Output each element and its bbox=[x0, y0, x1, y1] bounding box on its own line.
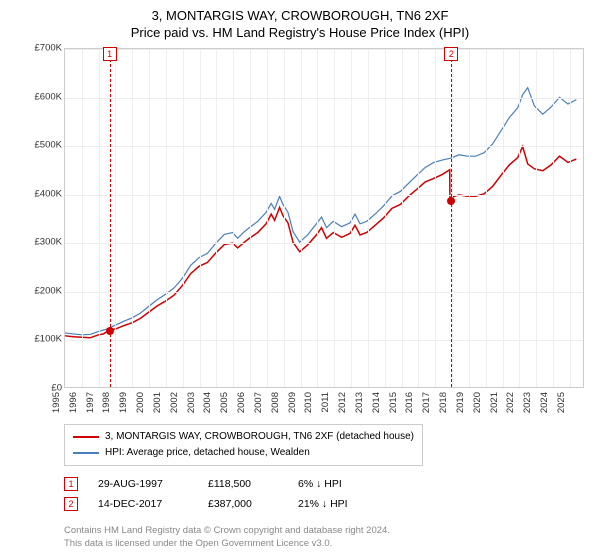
sale-pct: 6% ↓ HPI bbox=[298, 474, 398, 494]
series-property bbox=[65, 147, 576, 338]
y-axis-label: £400K bbox=[24, 188, 62, 199]
x-gridline bbox=[435, 49, 436, 387]
footer-line1: Contains HM Land Registry data © Crown c… bbox=[64, 524, 586, 537]
sale-price: £118,500 bbox=[208, 474, 278, 494]
x-axis-label: 2025 bbox=[556, 392, 582, 413]
x-gridline bbox=[334, 49, 335, 387]
y-gridline bbox=[65, 49, 583, 50]
sale-marker-dot bbox=[447, 197, 455, 205]
x-gridline bbox=[149, 49, 150, 387]
x-gridline bbox=[301, 49, 302, 387]
x-gridline bbox=[233, 49, 234, 387]
x-gridline bbox=[183, 49, 184, 387]
sale-marker-dot bbox=[106, 327, 114, 335]
x-gridline bbox=[250, 49, 251, 387]
y-axis-label: £700K bbox=[24, 43, 62, 54]
legend-item: HPI: Average price, detached house, Weal… bbox=[73, 445, 414, 461]
sale-marker-line bbox=[451, 49, 452, 387]
line-svg bbox=[65, 49, 583, 387]
x-gridline bbox=[469, 49, 470, 387]
y-gridline bbox=[65, 292, 583, 293]
y-gridline bbox=[65, 195, 583, 196]
x-gridline bbox=[351, 49, 352, 387]
sale-marker-line bbox=[110, 49, 111, 387]
y-gridline bbox=[65, 243, 583, 244]
y-gridline bbox=[65, 98, 583, 99]
x-gridline bbox=[216, 49, 217, 387]
legend-swatch bbox=[73, 452, 99, 454]
chart-subtitle: Price paid vs. HM Land Registry's House … bbox=[14, 25, 586, 40]
chart-container: 3, MONTARGIS WAY, CROWBOROUGH, TN6 2XF P… bbox=[0, 0, 600, 560]
sale-date: 29-AUG-1997 bbox=[98, 474, 188, 494]
x-gridline bbox=[503, 49, 504, 387]
legend-item: 3, MONTARGIS WAY, CROWBOROUGH, TN6 2XF (… bbox=[73, 429, 414, 445]
x-gridline bbox=[553, 49, 554, 387]
sale-price: £387,000 bbox=[208, 494, 278, 514]
sale-id-box: 2 bbox=[64, 497, 78, 511]
sale-id-box: 1 bbox=[64, 477, 78, 491]
footer-attribution: Contains HM Land Registry data © Crown c… bbox=[64, 524, 586, 550]
sale-pct: 21% ↓ HPI bbox=[298, 494, 398, 514]
chart-title: 3, MONTARGIS WAY, CROWBOROUGH, TN6 2XF bbox=[14, 8, 586, 23]
x-gridline bbox=[267, 49, 268, 387]
sale-row: 2 14-DEC-2017 £387,000 21% ↓ HPI bbox=[64, 494, 586, 514]
x-gridline bbox=[115, 49, 116, 387]
x-gridline bbox=[200, 49, 201, 387]
x-gridline bbox=[99, 49, 100, 387]
plot-region: 12 bbox=[64, 48, 584, 388]
x-gridline bbox=[570, 49, 571, 387]
x-gridline bbox=[82, 49, 83, 387]
legend-label: HPI: Average price, detached house, Weal… bbox=[105, 445, 310, 461]
sales-table: 1 29-AUG-1997 £118,500 6% ↓ HPI 2 14-DEC-2017… bbox=[64, 474, 586, 514]
legend-label: 3, MONTARGIS WAY, CROWBOROUGH, TN6 2XF (… bbox=[105, 429, 414, 445]
y-gridline bbox=[65, 340, 583, 341]
legend: 3, MONTARGIS WAY, CROWBOROUGH, TN6 2XF (… bbox=[64, 424, 423, 466]
y-axis-label: £600K bbox=[24, 91, 62, 102]
x-gridline bbox=[317, 49, 318, 387]
x-gridline bbox=[418, 49, 419, 387]
y-axis-label: £300K bbox=[24, 237, 62, 248]
x-gridline bbox=[536, 49, 537, 387]
x-gridline bbox=[284, 49, 285, 387]
y-axis-label: £500K bbox=[24, 140, 62, 151]
x-gridline bbox=[132, 49, 133, 387]
x-gridline bbox=[385, 49, 386, 387]
footer-line2: This data is licensed under the Open Gov… bbox=[64, 537, 586, 550]
sale-marker-box: 2 bbox=[444, 47, 458, 61]
x-gridline bbox=[519, 49, 520, 387]
y-axis-label: £100K bbox=[24, 334, 62, 345]
x-gridline bbox=[166, 49, 167, 387]
sale-row: 1 29-AUG-1997 £118,500 6% ↓ HPI bbox=[64, 474, 586, 494]
x-gridline bbox=[486, 49, 487, 387]
x-gridline bbox=[402, 49, 403, 387]
y-gridline bbox=[65, 146, 583, 147]
legend-swatch bbox=[73, 436, 99, 438]
chart-area: 12 £0£100K£200K£300K£400K£500K£600K£700K… bbox=[24, 48, 584, 418]
y-axis-label: £200K bbox=[24, 285, 62, 296]
series-hpi bbox=[65, 88, 576, 335]
x-gridline bbox=[368, 49, 369, 387]
sale-date: 14-DEC-2017 bbox=[98, 494, 188, 514]
sale-marker-box: 1 bbox=[103, 47, 117, 61]
